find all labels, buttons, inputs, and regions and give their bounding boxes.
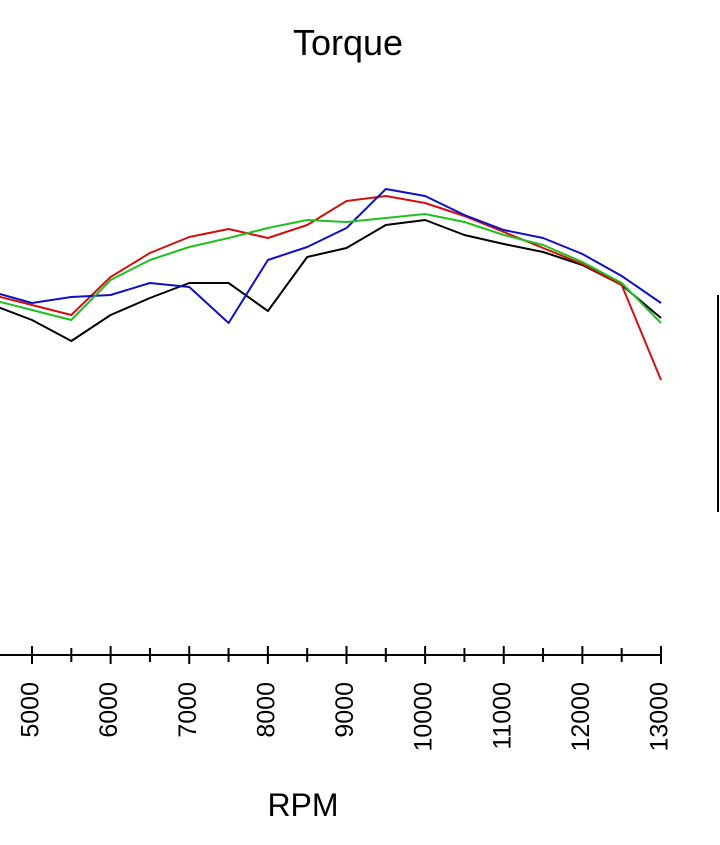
x-tick-label: 11000 — [488, 682, 516, 750]
x-axis-label: RPM — [267, 787, 338, 823]
x-tick-label: 13000 — [646, 682, 674, 752]
x-tick-label: 12000 — [567, 682, 595, 752]
plot-area — [0, 188, 662, 381]
x-tick-label: 10000 — [410, 682, 438, 752]
x-tick-label: 6000 — [95, 682, 123, 738]
x-tick-label: 5000 — [17, 682, 45, 738]
x-tick-label: 8000 — [252, 682, 280, 738]
series-line — [0, 213, 662, 324]
x-tick-label: 9000 — [331, 682, 359, 738]
x-tick-label: 7000 — [174, 682, 202, 738]
series-line — [0, 188, 662, 324]
series-line — [0, 195, 662, 381]
series-line — [0, 219, 662, 342]
chart-title: Torque — [293, 22, 403, 63]
